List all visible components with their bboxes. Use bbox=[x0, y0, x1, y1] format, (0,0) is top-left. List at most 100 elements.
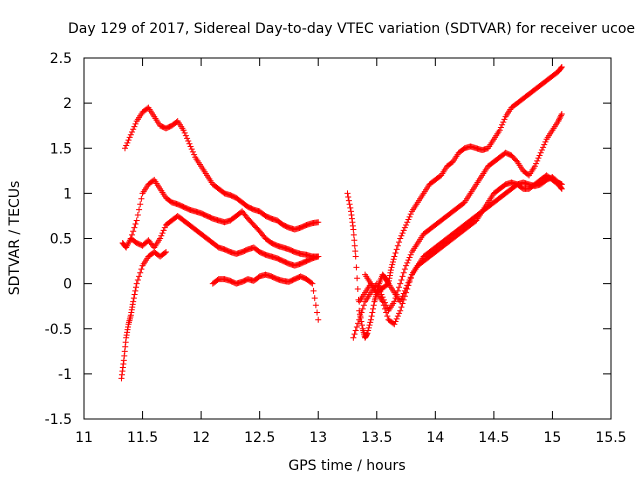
data-point-interp bbox=[132, 120, 139, 127]
data-point-interp bbox=[130, 295, 137, 302]
data-point bbox=[309, 280, 316, 287]
data-point bbox=[315, 316, 322, 323]
data-point-interp bbox=[557, 113, 564, 120]
data-point bbox=[558, 181, 565, 188]
data-point-interp bbox=[124, 139, 131, 146]
data-point-interp bbox=[499, 121, 506, 128]
data-point-interp bbox=[359, 322, 366, 329]
data-point-interp bbox=[392, 318, 399, 325]
data-point-interp bbox=[368, 313, 375, 320]
data-point-interp bbox=[350, 231, 357, 238]
data-point-interp bbox=[398, 232, 405, 239]
data-point-interp bbox=[346, 201, 353, 208]
data-point-interp bbox=[558, 112, 565, 119]
data-point bbox=[350, 226, 357, 233]
y-tick-label: 1 bbox=[63, 186, 72, 202]
data-point-interp bbox=[366, 322, 373, 329]
data-point-interp bbox=[345, 197, 352, 204]
data-point-interp bbox=[369, 309, 376, 316]
data-point-interp bbox=[161, 224, 168, 231]
data-point-interp bbox=[541, 141, 548, 148]
data-point-interp bbox=[137, 269, 144, 276]
data-point-interp bbox=[406, 213, 413, 220]
data-point-interp bbox=[129, 129, 136, 136]
data-point-interp bbox=[365, 327, 372, 334]
data-point-interp bbox=[126, 134, 133, 141]
data-point-interp bbox=[311, 295, 318, 302]
data-point-interp bbox=[393, 246, 400, 253]
data-point-interp bbox=[392, 249, 399, 256]
data-point-interp bbox=[130, 228, 137, 235]
data-point-interp bbox=[134, 277, 141, 284]
data-point-interp bbox=[132, 221, 139, 228]
data-point-interp bbox=[123, 142, 130, 149]
data-point-interp bbox=[351, 331, 358, 338]
data-point bbox=[186, 140, 193, 147]
data-point-interp bbox=[383, 309, 390, 316]
data-point-interp bbox=[187, 143, 194, 150]
data-point bbox=[397, 307, 404, 314]
y-tick-label: 0.5 bbox=[50, 232, 72, 248]
data-point-interp bbox=[351, 237, 358, 244]
data-point-interp bbox=[380, 302, 387, 309]
data-point bbox=[350, 334, 357, 341]
data-point bbox=[367, 316, 374, 323]
data-point-interp bbox=[136, 206, 143, 213]
data-point-interp bbox=[501, 116, 508, 123]
data-point bbox=[356, 316, 363, 323]
data-point bbox=[373, 280, 380, 287]
data-point-interp bbox=[308, 279, 315, 286]
data-point-interp bbox=[185, 138, 192, 145]
data-point-interp bbox=[513, 157, 520, 164]
data-point-interp bbox=[384, 313, 391, 320]
data-point-interp bbox=[354, 286, 361, 293]
data-point bbox=[315, 253, 322, 260]
data-point-interp bbox=[360, 302, 367, 309]
data-point-interp bbox=[390, 256, 397, 263]
data-point bbox=[531, 163, 538, 170]
data-point-interp bbox=[355, 320, 362, 327]
data-point-interp bbox=[184, 135, 191, 142]
data-point-interp bbox=[401, 287, 408, 294]
data-point-interp bbox=[138, 195, 145, 202]
data-point-interp bbox=[404, 219, 411, 226]
data-point bbox=[130, 298, 137, 305]
data-point-interp bbox=[407, 251, 414, 258]
data-point-interp bbox=[188, 146, 195, 153]
data-point-interp bbox=[533, 160, 540, 167]
data-point-interp bbox=[389, 258, 396, 265]
x-tick-label: 11.5 bbox=[127, 430, 158, 446]
data-point-interp bbox=[138, 266, 145, 273]
data-point-interp bbox=[182, 132, 189, 139]
data-point-interp bbox=[365, 324, 372, 331]
data-point-interp bbox=[558, 64, 565, 71]
data-point-interp bbox=[405, 216, 412, 223]
data-point-interp bbox=[540, 144, 547, 151]
x-tick-label: 12.5 bbox=[244, 430, 275, 446]
x-tick-label: 12 bbox=[192, 430, 210, 446]
data-point-interp bbox=[394, 313, 401, 320]
y-tick-label: 0 bbox=[63, 277, 72, 293]
data-point bbox=[496, 127, 503, 134]
chart-title: Day 129 of 2017, Sidereal Day-to-day VTE… bbox=[68, 21, 635, 37]
data-point-interp bbox=[137, 201, 144, 208]
y-tick-label: 1.5 bbox=[50, 141, 72, 157]
data-point-interp bbox=[354, 275, 361, 282]
data-point-interp bbox=[132, 287, 139, 294]
data-point-interp bbox=[542, 138, 549, 145]
x-ticks: 11 11.5 12 12.5 13 13.5 14 14.5 15 15.5 bbox=[75, 58, 627, 446]
data-point bbox=[379, 298, 386, 305]
data-point-interp bbox=[556, 115, 563, 122]
y-tick-label: 2 bbox=[63, 96, 72, 112]
data-point-interp bbox=[370, 305, 377, 312]
data-point bbox=[558, 110, 565, 117]
x-tick-label: 15.5 bbox=[595, 430, 626, 446]
data-point bbox=[403, 221, 410, 228]
data-point-interp bbox=[398, 277, 405, 284]
data-point bbox=[121, 145, 128, 152]
data-point bbox=[391, 298, 398, 305]
data-point-interp bbox=[398, 295, 405, 302]
data-point-interp bbox=[158, 232, 165, 239]
